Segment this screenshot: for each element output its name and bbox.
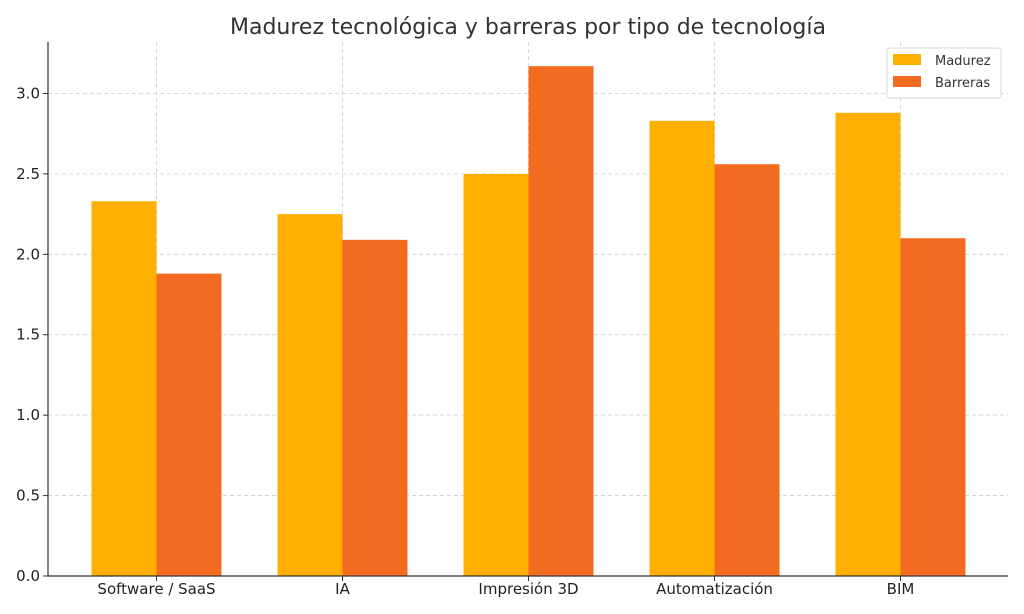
bar-madurez-3: [463, 173, 529, 576]
x-tick-label: Software / SaaS: [97, 580, 215, 598]
bar-barreras-2: [342, 239, 408, 577]
legend-label-barreras: Barreras: [935, 76, 990, 91]
tick-labels: 0.0 0.5 1.0 1.5 2.0 2.5 3.0 Software / SaaS IA Im…: [16, 84, 914, 598]
bar-barreras-5: [900, 238, 966, 576]
y-tick-label: 2.5: [16, 165, 40, 183]
x-tick-label: IA: [335, 580, 350, 598]
bar-madurez-4: [649, 120, 715, 576]
x-tick-label: BIM: [887, 580, 915, 598]
y-tick-label: 1.0: [16, 406, 40, 424]
y-tick-label: 1.5: [16, 326, 40, 344]
bar-barreras-1: [156, 273, 222, 576]
chart-title: Madurez tecnológica y barreras por tipo …: [230, 15, 826, 40]
x-tick-label: Impresión 3D: [478, 580, 578, 598]
bar-madurez-1: [91, 201, 157, 577]
chart-legend: Madurez Barreras: [886, 47, 1002, 99]
y-tick-label: 3.0: [16, 84, 40, 102]
bar-madurez-5: [835, 112, 901, 576]
legend-label-madurez: Madurez: [935, 54, 991, 69]
bar-barreras-4: [714, 164, 780, 576]
y-tick-label: 0.0: [16, 567, 40, 585]
y-tick-label: 2.0: [16, 245, 40, 263]
bar-madurez-2: [277, 214, 343, 576]
bars-group: [91, 66, 966, 577]
y-tick-label: 0.5: [16, 487, 40, 505]
legend-swatch-madurez: [893, 54, 921, 65]
x-tick-label: Automatización: [656, 580, 773, 598]
bar-barreras-3: [528, 66, 594, 577]
legend-swatch-barreras: [893, 76, 921, 87]
